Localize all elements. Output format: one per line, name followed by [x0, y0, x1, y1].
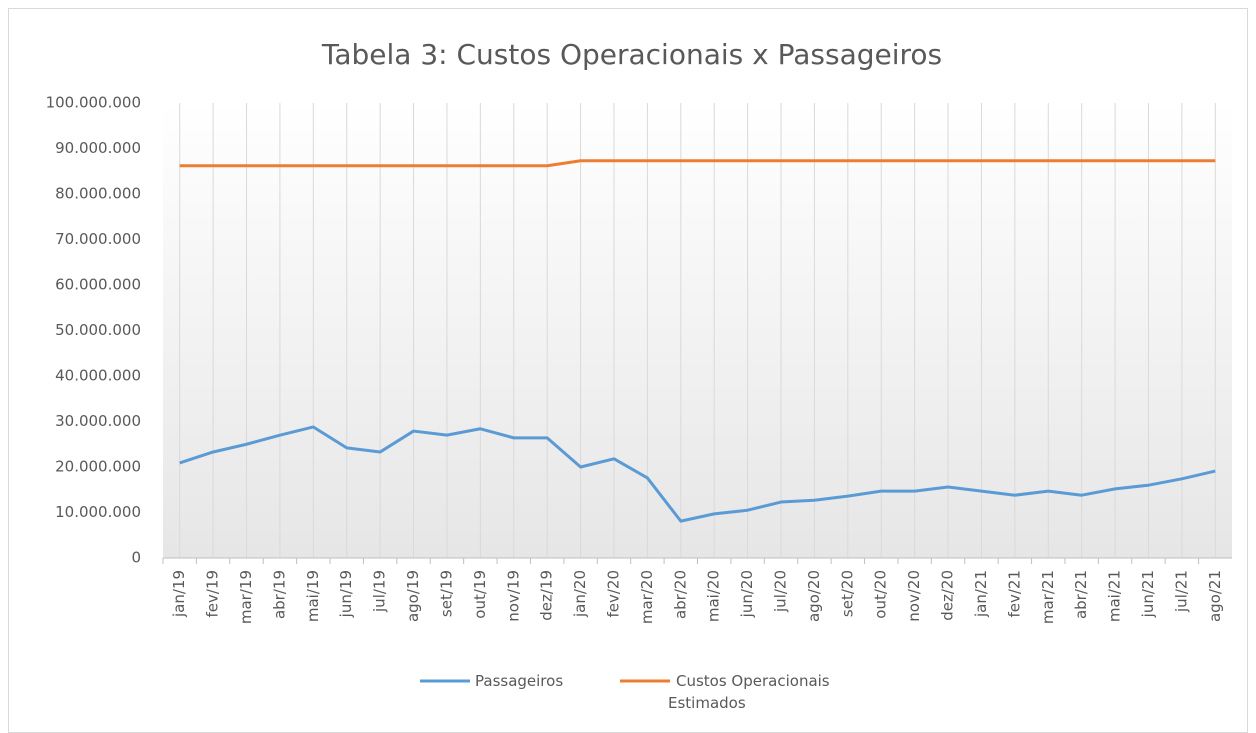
x-tick-label: out/19	[471, 570, 489, 619]
x-tick-label: jul/21	[1172, 570, 1190, 613]
legend-label: Custos Operacionais Estimados	[668, 672, 830, 712]
x-tick-label: abr/20	[671, 570, 689, 619]
x-tick-label: abr/19	[270, 570, 288, 619]
y-tick-label: 70.000.000	[55, 230, 141, 248]
x-tick-label: mai/21	[1106, 570, 1124, 622]
y-tick-label: 30.000.000	[55, 412, 141, 430]
y-tick-label: 50.000.000	[55, 321, 141, 339]
chart-title: Tabela 3: Custos Operacionais x Passagei…	[321, 38, 942, 71]
x-tick-label: ago/20	[805, 570, 823, 622]
x-tick-label: out/20	[872, 570, 890, 619]
x-tick-label: mai/19	[304, 570, 322, 622]
y-tick-label: 80.000.000	[55, 185, 141, 203]
x-tick-label: jan/20	[571, 570, 589, 618]
x-tick-label: fev/19	[204, 570, 222, 618]
x-tick-label: jun/20	[738, 570, 756, 618]
legend-label: Passageiros	[475, 672, 564, 690]
x-tick-label: mar/19	[237, 570, 255, 624]
x-tick-label: ago/19	[404, 570, 422, 622]
x-tick-label: set/19	[437, 570, 455, 617]
x-tick-label: dez/20	[939, 570, 957, 621]
x-tick-label: jan/19	[170, 570, 188, 618]
x-tick-label: nov/19	[504, 570, 522, 622]
x-tick-label: mar/20	[638, 570, 656, 624]
x-tick-label: fev/20	[604, 570, 622, 618]
x-tick-label: jun/19	[337, 570, 355, 618]
y-tick-label: 90.000.000	[55, 139, 141, 157]
y-tick-label: 0	[131, 549, 141, 567]
x-tick-label: fev/21	[1005, 570, 1023, 618]
x-tick-label: dez/19	[538, 570, 556, 621]
y-tick-label: 20.000.000	[55, 458, 141, 476]
x-tick-label: mar/21	[1039, 570, 1057, 624]
y-tick-label: 100.000.000	[46, 94, 141, 112]
x-tick-label: jul/19	[371, 570, 389, 613]
y-tick-label: 40.000.000	[55, 367, 141, 385]
plot-area	[163, 103, 1232, 558]
x-tick-label: jan/21	[972, 570, 990, 618]
x-tick-label: abr/21	[1072, 570, 1090, 619]
line-series	[179, 159, 1216, 168]
y-tick-label: 10.000.000	[55, 503, 141, 521]
line-series	[179, 425, 1216, 523]
x-tick-label: nov/20	[905, 570, 923, 622]
x-tick-label: set/20	[838, 570, 856, 617]
x-tick-label: jun/21	[1139, 570, 1157, 618]
y-tick-label: 60.000.000	[55, 276, 141, 294]
x-tick-label: ago/21	[1206, 570, 1224, 622]
x-tick-label: mai/20	[705, 570, 723, 622]
x-tick-label: jul/20	[772, 570, 790, 613]
